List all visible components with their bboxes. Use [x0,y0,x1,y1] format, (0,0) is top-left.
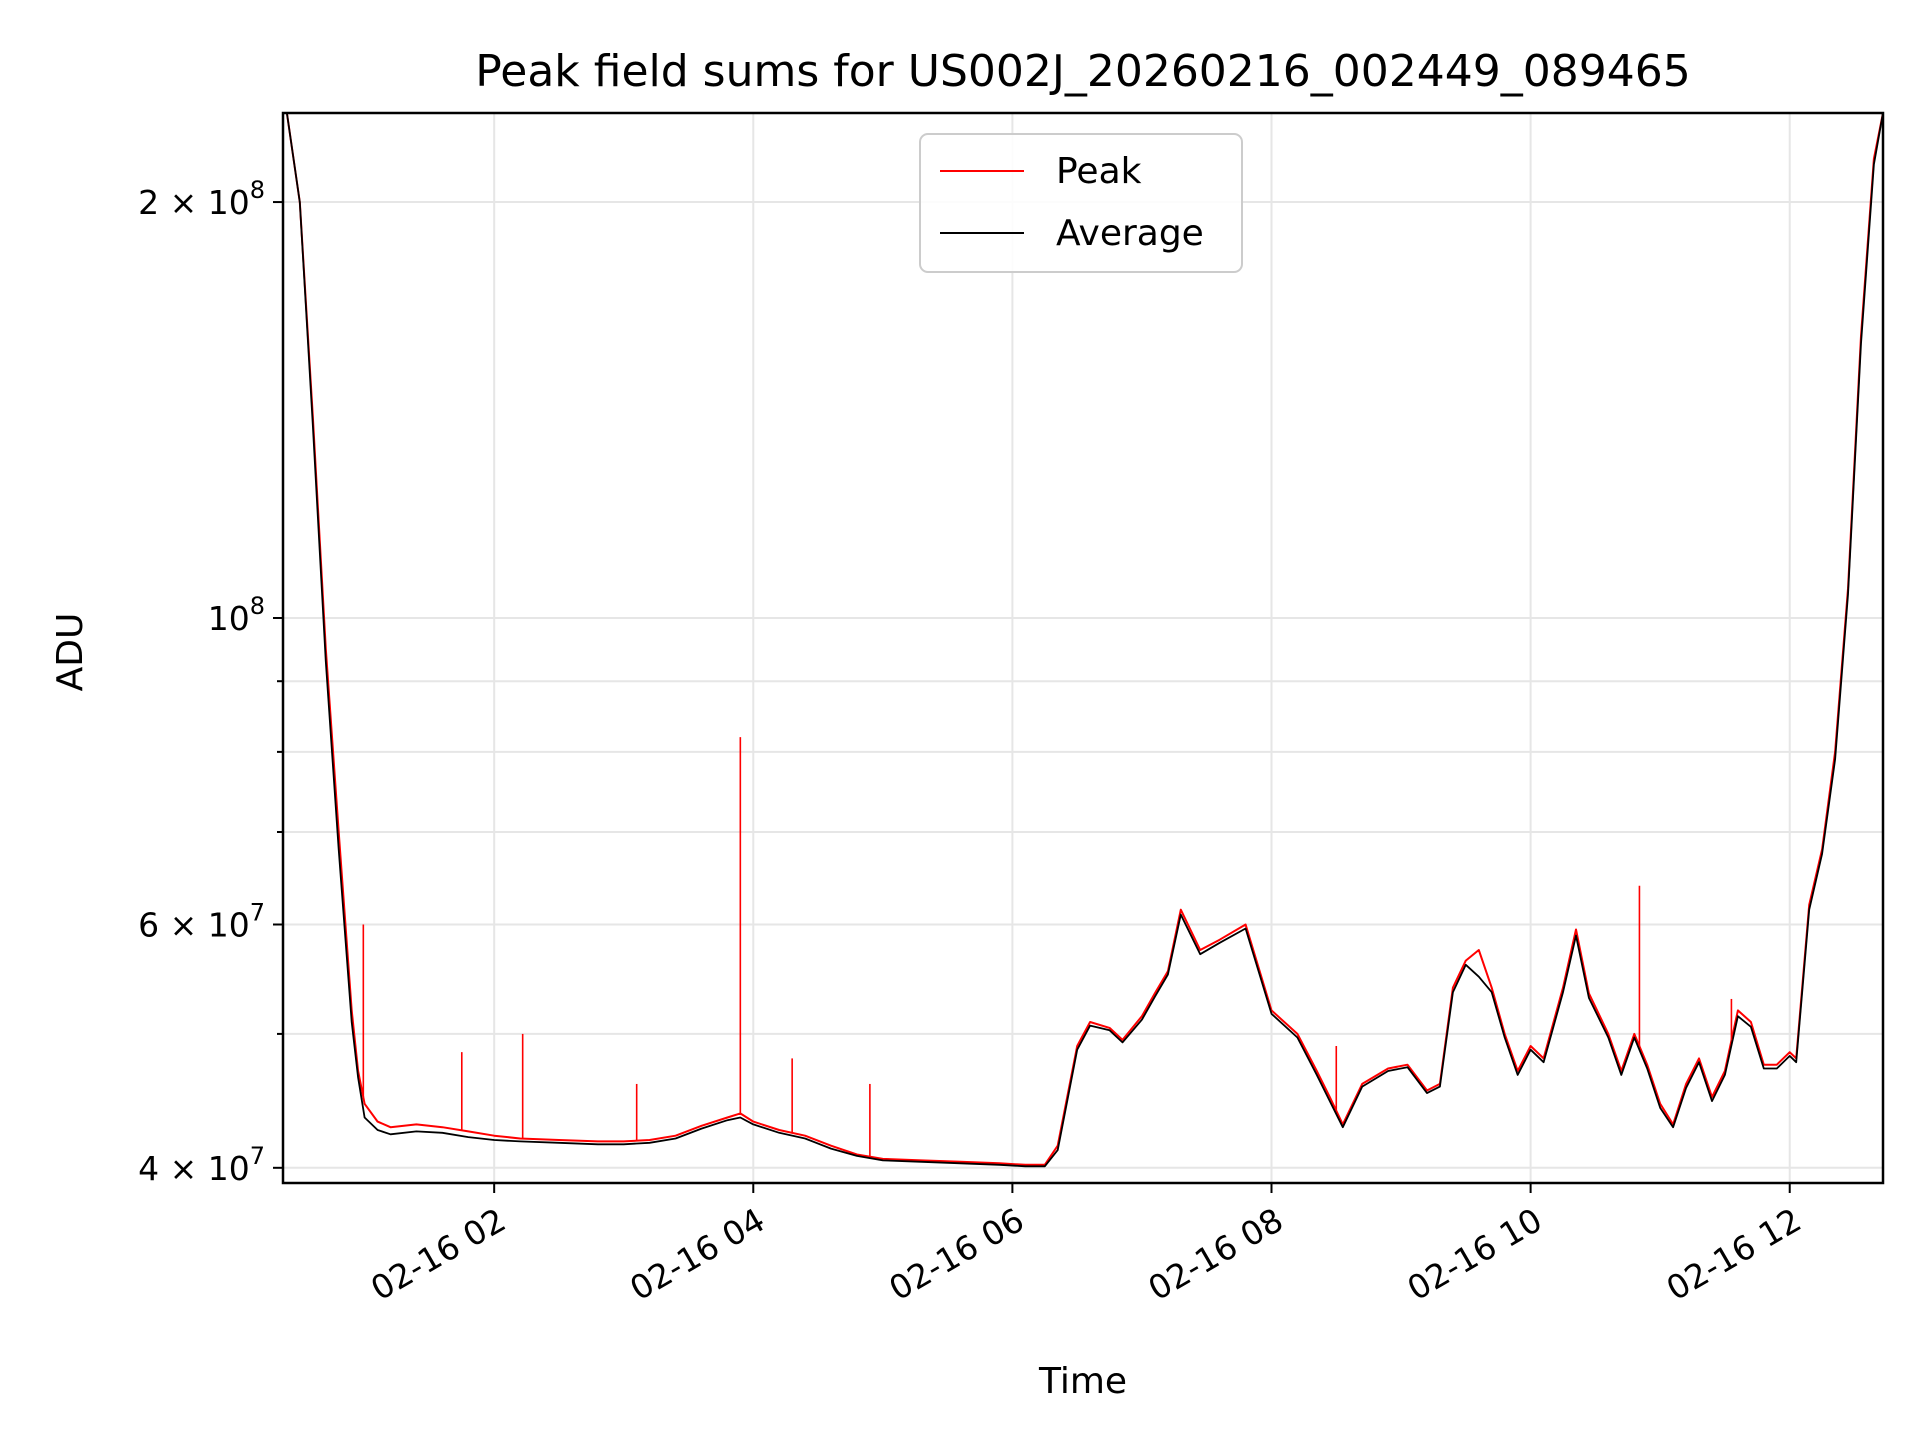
x-tick-label: 02-16 10 [1401,1200,1549,1308]
axis-ticks: 02-16 02 02-16 04 02-16 06 02-16 08 02-16 10… [138,176,1808,1308]
y-tick-label: 2 × 108 [138,176,265,222]
y-tick-label: 108 [208,592,265,638]
series-layer [285,113,1883,1168]
y-tick-base: 10 [208,599,250,638]
y-tick-exponent: 7 [250,1142,265,1170]
x-tick-label: 02-16 08 [1142,1200,1290,1308]
y-axis-label: ADU [50,613,91,692]
chart-title: Peak field sums for US002J_20260216_0024… [475,46,1690,97]
series-line-average [286,113,1883,1168]
legend: Peak Average [919,133,1243,273]
y-tick-exponent: 8 [250,592,265,620]
x-axis-label: Time [1038,1361,1127,1402]
y-tick-label: 4 × 107 [138,1142,265,1188]
x-tick-label: 02-16 04 [623,1200,771,1308]
legend-box [919,133,1243,273]
grid [283,113,1883,1183]
y-tick-exponent: 8 [250,176,265,204]
y-tick-base: 4 × 10 [138,1149,250,1188]
legend-label-peak: Peak [1056,151,1142,192]
y-tick-base: 6 × 10 [138,906,250,945]
x-tick-label: 02-16 06 [882,1200,1030,1308]
legend-label-average: Average [1056,213,1204,254]
y-tick-base: 2 × 10 [138,183,250,222]
series-line-peak [285,113,1883,1166]
x-tick-label: 02-16 02 [364,1200,512,1308]
plot-frame [281,111,1885,1185]
y-tick-label: 6 × 107 [138,899,265,945]
y-tick-exponent: 7 [250,899,265,927]
x-tick-label: 02-16 12 [1660,1200,1808,1308]
